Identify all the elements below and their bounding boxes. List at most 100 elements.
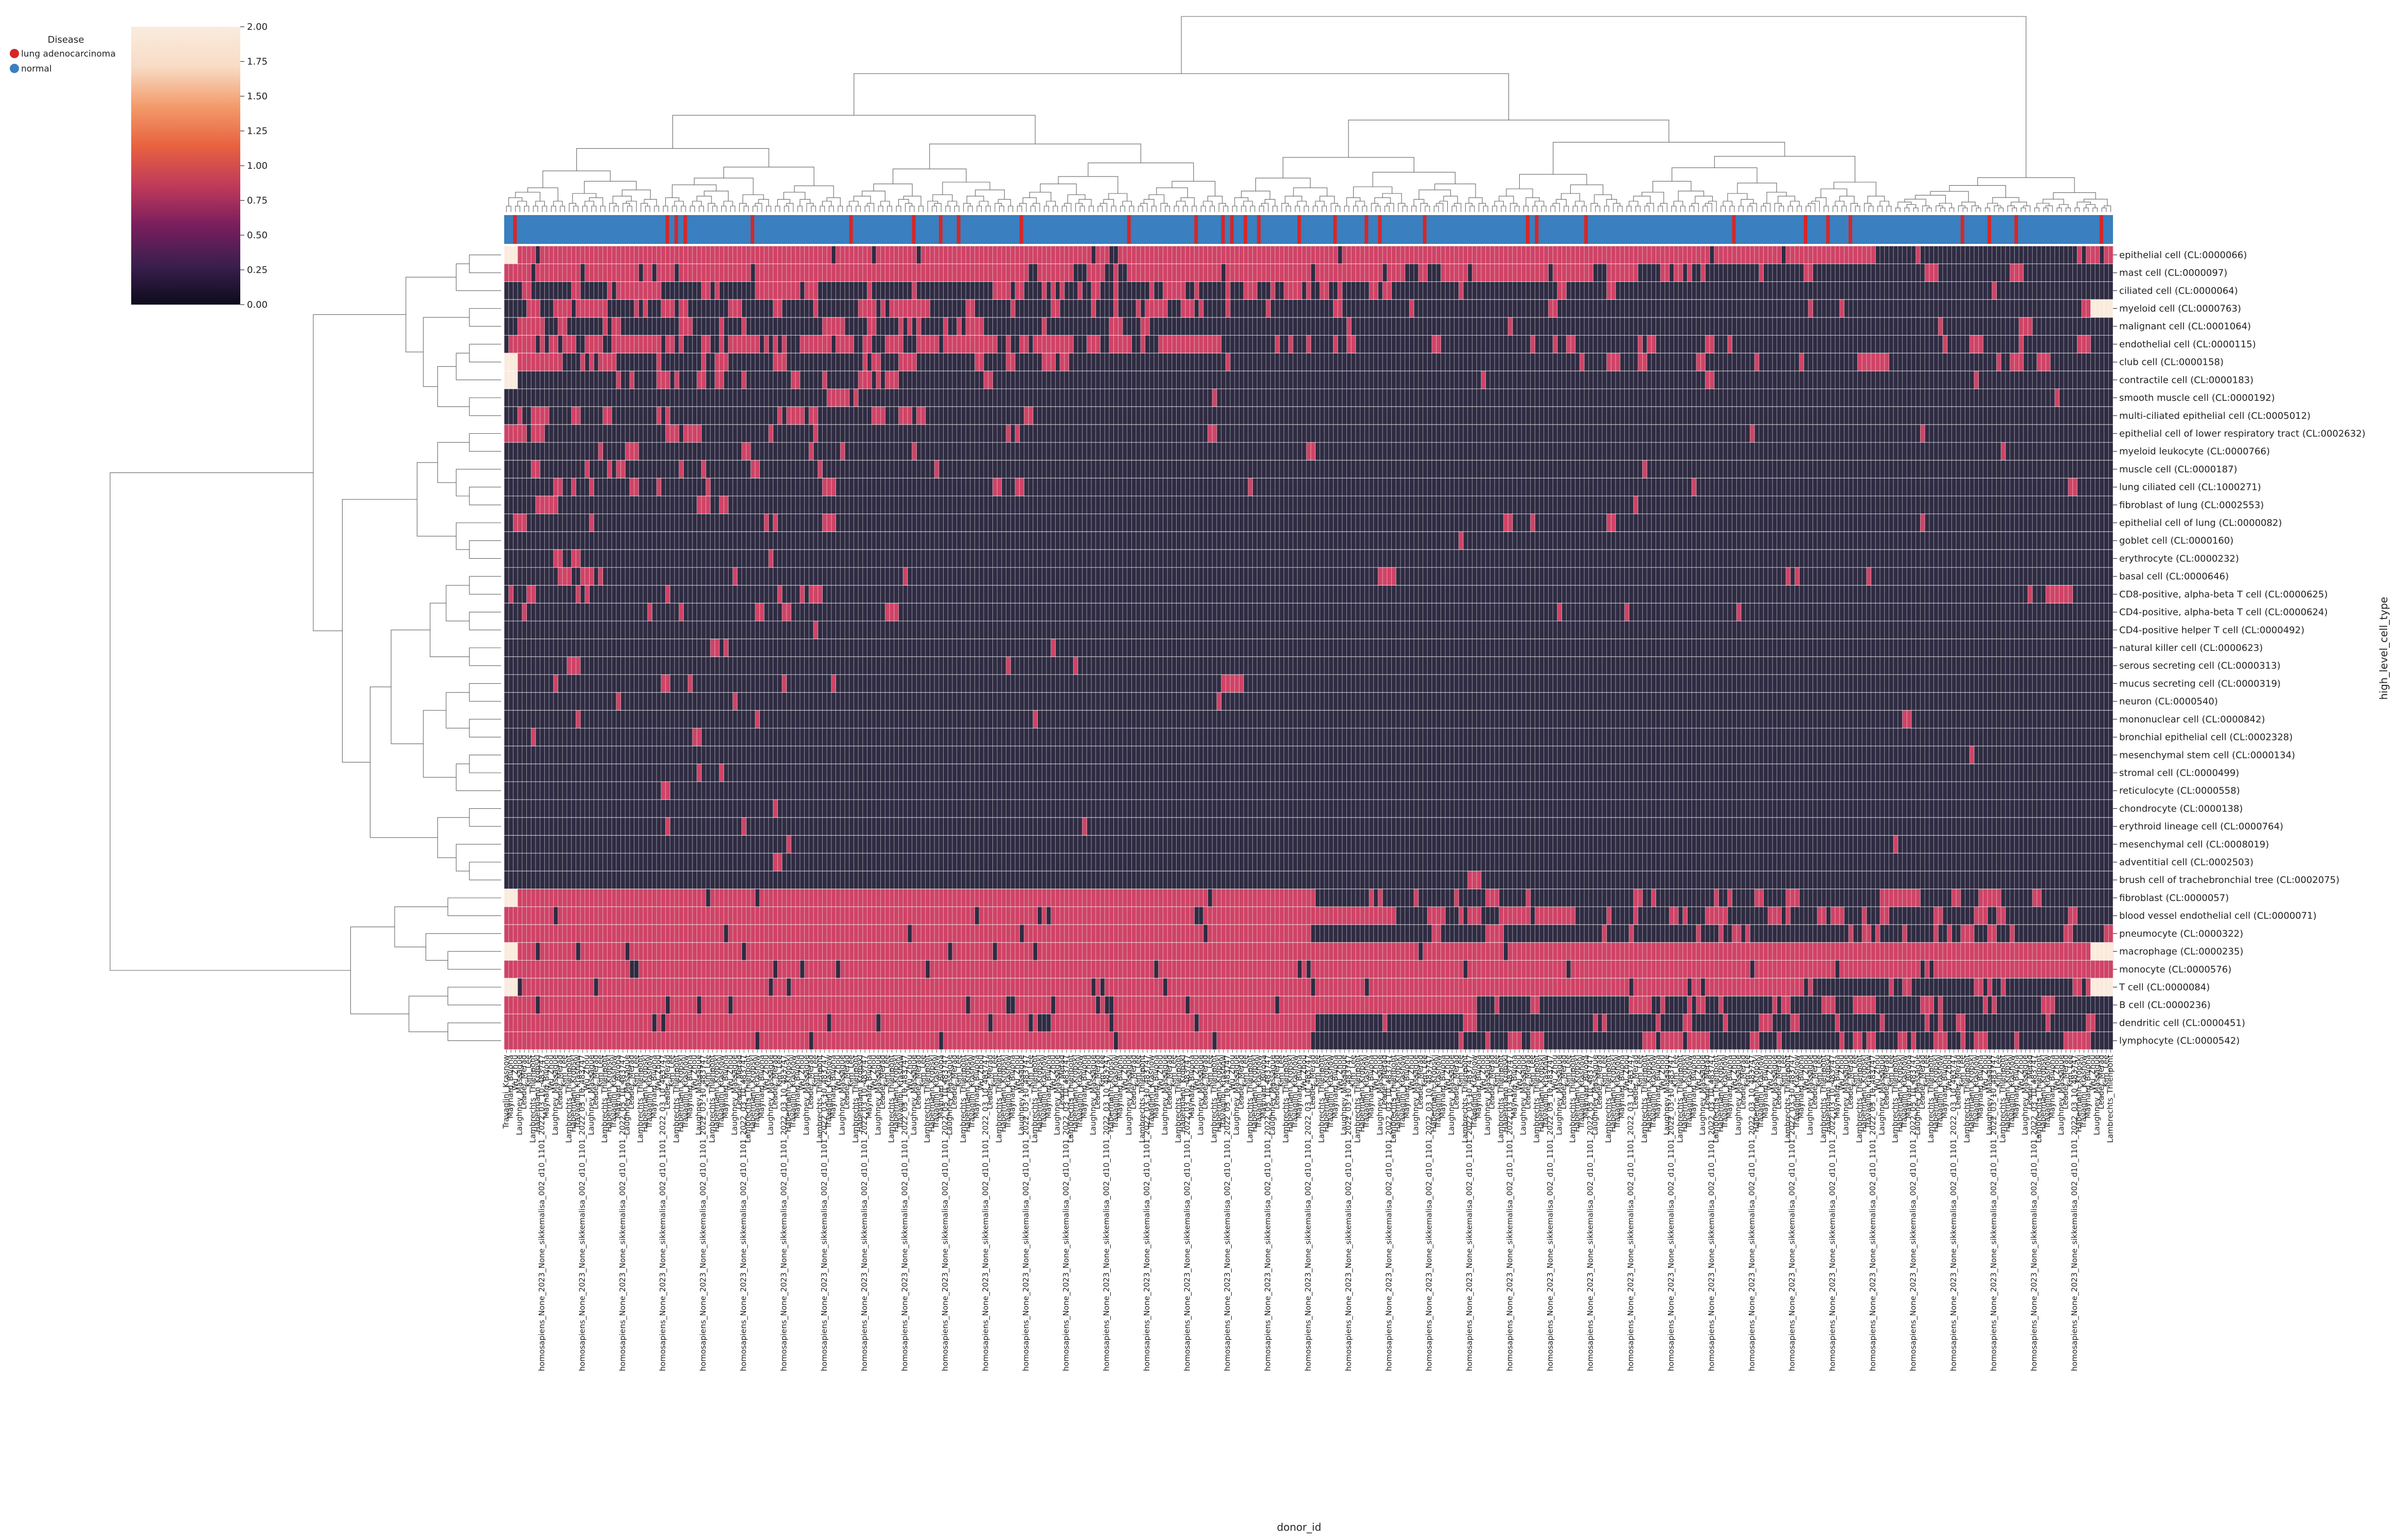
heatmap-cell xyxy=(1387,246,1392,264)
heatmap-cell xyxy=(602,1014,608,1032)
heatmap-cell xyxy=(2046,585,2051,604)
heatmap-cell xyxy=(1208,263,1213,282)
heatmap-cell xyxy=(1136,960,1141,979)
heatmap-cell xyxy=(1149,246,1155,264)
heatmap-cell xyxy=(584,942,590,961)
heatmap-cell xyxy=(1933,942,1939,961)
heatmap-cell xyxy=(759,281,765,300)
disease-bar-normal xyxy=(504,215,2113,244)
heatmap-cell xyxy=(759,925,765,943)
heatmap-cell xyxy=(984,960,989,979)
heatmap-cell xyxy=(1432,996,1437,1014)
heatmap-cell xyxy=(1113,317,1118,335)
column-label: Kim_Lee xyxy=(1133,1055,1143,1087)
heatmap-cell xyxy=(849,978,854,996)
heatmap-cell xyxy=(522,925,527,943)
heatmap-cell xyxy=(1113,925,1118,943)
heatmap-cell xyxy=(598,299,603,317)
heatmap-cell xyxy=(961,335,966,353)
heatmap-cell xyxy=(858,978,863,996)
heatmap-cell xyxy=(1454,978,1459,996)
heatmap-cell xyxy=(508,925,513,943)
column-label: Habermann_Kropski xyxy=(963,1055,973,1132)
column-label: Lambrechts_Thienpont xyxy=(1460,1055,1470,1143)
heatmap-cell xyxy=(2086,1014,2091,1032)
heatmap-cell xyxy=(970,960,975,979)
column-label: Maynard_Bivona xyxy=(1474,1055,1484,1119)
column-label: Leader_Merad xyxy=(1595,1055,1605,1109)
column-label: Leader_Merad xyxy=(1738,1055,1748,1109)
heatmap-cell xyxy=(1306,246,1311,264)
heatmap-cell xyxy=(1257,889,1262,907)
heatmap-cell xyxy=(1145,263,1150,282)
heatmap-cell xyxy=(1624,246,1629,264)
heatmap-cell xyxy=(1244,281,1249,300)
heatmap-cell xyxy=(952,907,957,925)
heatmap-cell xyxy=(988,1032,993,1050)
heatmap-cell xyxy=(1010,353,1016,371)
column-label: Maynard_Bivona xyxy=(1689,1055,1699,1119)
heatmap-cell xyxy=(1055,335,1060,353)
heatmap-cell xyxy=(862,246,867,264)
heatmap-cell xyxy=(602,978,608,996)
heatmap-cell xyxy=(836,246,841,264)
heatmap-cell xyxy=(1826,246,1831,264)
heatmap-cell xyxy=(1199,263,1204,282)
column-label: Travaglini_Krasnow xyxy=(609,1055,618,1129)
heatmap-cell xyxy=(715,889,720,907)
heatmap-cell xyxy=(665,246,670,264)
heatmap-cell xyxy=(705,1014,711,1032)
heatmap-cell xyxy=(925,1014,930,1032)
heatmap-cell xyxy=(1262,907,1267,925)
heatmap-cell xyxy=(844,1032,850,1050)
heatmap-cell xyxy=(992,960,998,979)
row-label: goblet cell (CL:0000160) xyxy=(2119,536,2233,546)
heatmap-cell xyxy=(566,263,572,282)
heatmap-cell xyxy=(854,907,859,925)
heatmap-cell xyxy=(1907,978,1912,996)
heatmap-cell xyxy=(1118,996,1123,1014)
heatmap-cell xyxy=(571,907,576,925)
column-label: Lambrechts_Thienpont xyxy=(1855,1055,1865,1143)
heatmap-cell xyxy=(1664,942,1670,961)
heatmap-cell xyxy=(598,246,603,264)
heatmap-cell xyxy=(813,925,819,943)
heatmap-cell xyxy=(1010,907,1016,925)
heatmap-cell xyxy=(576,1014,581,1032)
heatmap-cell xyxy=(1194,246,1199,264)
column-label: homosapiens_None_2023_None_sikkemalisa_0… xyxy=(1546,1055,1555,1371)
heatmap-cell xyxy=(862,925,867,943)
heatmap-cell xyxy=(1490,978,1495,996)
heatmap-cell xyxy=(1557,942,1563,961)
heatmap-cell xyxy=(594,996,599,1014)
heatmap-cell xyxy=(1216,907,1222,925)
heatmap-cell xyxy=(1996,960,2001,979)
heatmap-cell xyxy=(1423,978,1428,996)
heatmap-cell xyxy=(1163,907,1168,925)
row-label: stromal cell (CL:0000499) xyxy=(2119,768,2239,778)
heatmap-cell xyxy=(1006,246,1011,264)
heatmap-cell xyxy=(925,889,930,907)
heatmap-cell xyxy=(943,263,948,282)
heatmap-cell xyxy=(1212,263,1217,282)
heatmap-cell xyxy=(1750,424,1755,442)
heatmap-cell xyxy=(719,1032,724,1050)
heatmap-cell xyxy=(1499,907,1504,925)
heatmap-cell xyxy=(782,603,787,621)
heatmap-cell xyxy=(1252,1014,1257,1032)
heatmap-cell xyxy=(903,925,908,943)
heatmap-cell xyxy=(688,960,693,979)
heatmap-cell xyxy=(1163,889,1168,907)
heatmap-cell xyxy=(1010,1014,1016,1032)
heatmap-cell xyxy=(1234,907,1239,925)
heatmap-cell xyxy=(1485,960,1490,979)
heatmap-cell xyxy=(1638,335,1643,353)
heatmap-cell xyxy=(571,942,576,961)
heatmap-cell xyxy=(777,299,783,317)
heatmap-cell xyxy=(755,907,760,925)
heatmap-cell xyxy=(1620,942,1625,961)
heatmap-cell xyxy=(1284,925,1289,943)
heatmap-cell xyxy=(773,853,778,871)
heatmap-cell xyxy=(1252,978,1257,996)
heatmap-cell xyxy=(1826,996,1831,1014)
